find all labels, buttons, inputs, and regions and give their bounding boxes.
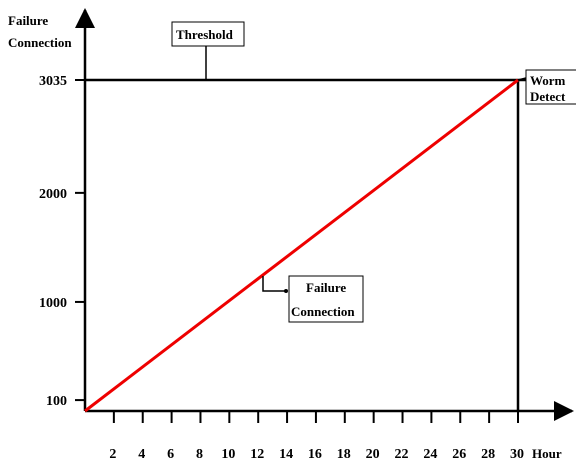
series-label-line2: Connection — [291, 304, 355, 319]
worm-detect-label-box — [525, 69, 576, 105]
x-tick-label: 24 — [423, 447, 437, 462]
series-label-line1: Failure — [306, 280, 346, 295]
x-tick-label: 4 — [138, 447, 145, 462]
x-tick-label: 20 — [366, 447, 380, 462]
series-label-pointer-dot — [284, 289, 288, 293]
threshold-label-box — [171, 21, 245, 47]
y-axis-title-line2: Connection — [8, 35, 72, 50]
worm-detect-pointer — [517, 77, 527, 81]
threshold-label: Threshold — [176, 27, 234, 42]
x-tick-label: 14 — [279, 447, 293, 462]
x-tick-label: 26 — [452, 447, 466, 462]
series-label-box — [288, 275, 364, 323]
series-line-failure-connection — [84, 78, 519, 413]
y-tick-label: 3035 — [39, 74, 67, 89]
x-tick-label: 18 — [337, 447, 351, 462]
x-tick-label: 28 — [481, 447, 495, 462]
x-tick-label: 2 — [109, 447, 116, 462]
worm-detect-label-line2: Detect — [530, 89, 566, 104]
x-tick-label: 6 — [167, 447, 174, 462]
y-tick-label: 100 — [46, 394, 67, 409]
worm-detect-label-line1: Worm — [530, 73, 566, 88]
x-tick-label: 30 — [510, 447, 524, 462]
y-tick-label: 1000 — [39, 296, 67, 311]
x-tick-label: 12 — [250, 447, 264, 462]
series-label-pointer — [262, 276, 286, 292]
x-tick-label: 10 — [221, 447, 235, 462]
x-tick-label: 22 — [395, 447, 409, 462]
x-tick-label: 8 — [196, 447, 203, 462]
x-axis-title: Hour — [532, 446, 562, 461]
y-axis-title-line1: Failure — [8, 13, 48, 28]
x-tick-label: 16 — [308, 447, 322, 462]
y-tick-label: 2000 — [39, 187, 67, 202]
